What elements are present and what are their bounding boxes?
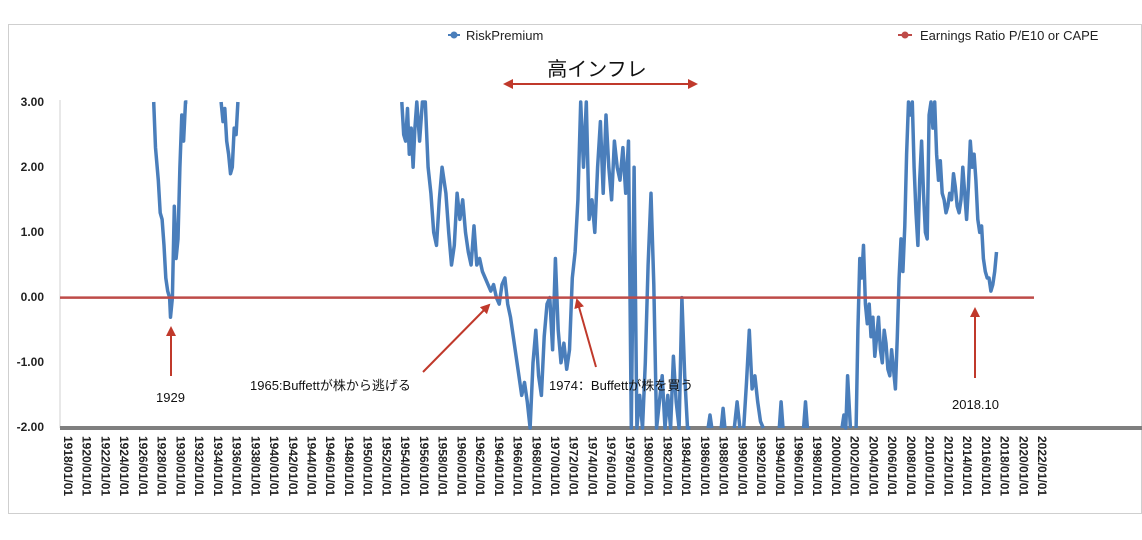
y-tick-label: -2.00 xyxy=(17,420,45,434)
x-tick-label: 1960/01/01 xyxy=(454,436,468,496)
riskpremium-line-segment xyxy=(777,400,785,429)
riskpremium-line-segment xyxy=(854,100,999,429)
riskpremium-line-segment xyxy=(741,328,765,429)
x-tick-label: 1990/01/01 xyxy=(735,436,749,496)
x-tick-label: 1968/01/01 xyxy=(529,436,543,496)
riskpremium-line-segment xyxy=(840,374,853,430)
annotations: 高インフレ 1929 1965:Buffettが株から逃げる 1974：Buff… xyxy=(156,57,999,412)
riskpremium-line-segment xyxy=(732,400,742,429)
y-tick-label: 1.00 xyxy=(21,225,45,239)
riskpremium-line-segment xyxy=(400,100,691,430)
x-tick-label: 1954/01/01 xyxy=(398,436,412,496)
x-tick-label: 1932/01/01 xyxy=(192,436,206,496)
x-tick-label: 1976/01/01 xyxy=(604,436,618,496)
legend-label-cape: Earnings Ratio P/E10 or CAPE xyxy=(920,28,1099,43)
x-tick-label: 2014/01/01 xyxy=(960,436,974,496)
y-axis: 3.00 2.00 1.00 0.00 -1.00 -2.00 xyxy=(17,95,45,434)
legend-marker-cape xyxy=(901,31,909,39)
x-tick-label: 1994/01/01 xyxy=(773,436,787,496)
x-tick-label: 1922/01/01 xyxy=(99,436,113,496)
x-tick-label: 2022/01/01 xyxy=(1035,436,1049,496)
x-tick-label: 2010/01/01 xyxy=(923,436,937,496)
series-riskpremium xyxy=(151,100,999,430)
x-tick-label: 1918/01/01 xyxy=(61,436,75,496)
y-tick-label: 0.00 xyxy=(21,290,45,304)
x-tick-label: 1966/01/01 xyxy=(511,436,525,496)
x-tick-label: 1934/01/01 xyxy=(211,436,225,496)
riskpremium-line-segment xyxy=(706,413,714,429)
x-tick-label: 1926/01/01 xyxy=(136,436,150,496)
x-tick-label: 1928/01/01 xyxy=(155,436,169,496)
legend-label-riskpremium: RiskPremium xyxy=(466,28,543,43)
x-tick-label: 1962/01/01 xyxy=(473,436,487,496)
x-tick-label: 1986/01/01 xyxy=(698,436,712,496)
x-tick-label: 1970/01/01 xyxy=(548,436,562,496)
x-axis-labels: 1918/01/01 1920/01/01 1922/01/01 1924/01/01… xyxy=(61,436,1049,496)
x-tick-label: 1920/01/01 xyxy=(80,436,94,496)
riskpremium-line-segment xyxy=(719,406,727,429)
x-tick-label: 1974/01/01 xyxy=(586,436,600,496)
legend: RiskPremium Earnings Ratio P/E10 or CAPE xyxy=(448,28,1099,43)
annotation-1929: 1929 xyxy=(156,390,185,405)
x-tick-label: 2018/01/01 xyxy=(998,436,1012,496)
x-tick-label: 2016/01/01 xyxy=(979,436,993,496)
x-tick-label: 1988/01/01 xyxy=(717,436,731,496)
x-tick-label: 1998/01/01 xyxy=(810,436,824,496)
x-tick-label: 1946/01/01 xyxy=(323,436,337,496)
annotation-1965: 1965:Buffettが株から逃げる xyxy=(250,378,411,393)
x-tick-label: 1984/01/01 xyxy=(679,436,693,496)
x-tick-label: 1948/01/01 xyxy=(342,436,356,496)
x-tick-label: 1930/01/01 xyxy=(173,436,187,496)
x-tick-label: 2004/01/01 xyxy=(866,436,880,496)
x-tick-label: 2000/01/01 xyxy=(829,436,843,496)
x-tick-label: 1950/01/01 xyxy=(361,436,375,496)
annotation-2018: 2018.10 xyxy=(952,397,999,412)
x-tick-label: 1992/01/01 xyxy=(754,436,768,496)
x-tick-label: 1972/01/01 xyxy=(567,436,581,496)
x-tick-label: 1942/01/01 xyxy=(286,436,300,496)
x-tick-label: 1982/01/01 xyxy=(660,436,674,496)
arrow-1974 xyxy=(574,298,597,368)
legend-marker-riskpremium xyxy=(450,31,458,39)
x-tick-label: 1980/01/01 xyxy=(642,436,656,496)
arrow-1965 xyxy=(422,303,491,373)
y-tick-label: -1.00 xyxy=(17,355,45,369)
annotation-1974: 1974：Buffettが株を買う xyxy=(549,378,693,393)
x-tick-label: 2020/01/01 xyxy=(1016,436,1030,496)
x-tick-label: 1956/01/01 xyxy=(417,436,431,496)
x-tick-label: 1938/01/01 xyxy=(248,436,262,496)
x-tick-label: 1996/01/01 xyxy=(792,436,806,496)
x-tick-label: 2002/01/01 xyxy=(848,436,862,496)
x-tick-label: 1924/01/01 xyxy=(117,436,131,496)
x-tick-label: 2006/01/01 xyxy=(885,436,899,496)
x-tick-label: 1978/01/01 xyxy=(623,436,637,496)
y-tick-label: 3.00 xyxy=(21,95,45,109)
high-inflation-label: 高インフレ xyxy=(547,57,646,81)
x-tick-label: 1940/01/01 xyxy=(267,436,281,496)
riskpremium-line-segment xyxy=(801,400,810,429)
x-tick-label: 2008/01/01 xyxy=(904,436,918,496)
x-tick-label: 1958/01/01 xyxy=(436,436,450,496)
x-tick-label: 1952/01/01 xyxy=(379,436,393,496)
y-tick-label: 2.00 xyxy=(21,160,45,174)
riskpremium-line-segment xyxy=(151,100,188,319)
x-tick-label: 1964/01/01 xyxy=(492,436,506,496)
x-tick-label: 2012/01/01 xyxy=(941,436,955,496)
x-tick-label: 1944/01/01 xyxy=(305,436,319,496)
x-tick-label: 1936/01/01 xyxy=(230,436,244,496)
riskpremium-line-segment xyxy=(219,101,240,176)
